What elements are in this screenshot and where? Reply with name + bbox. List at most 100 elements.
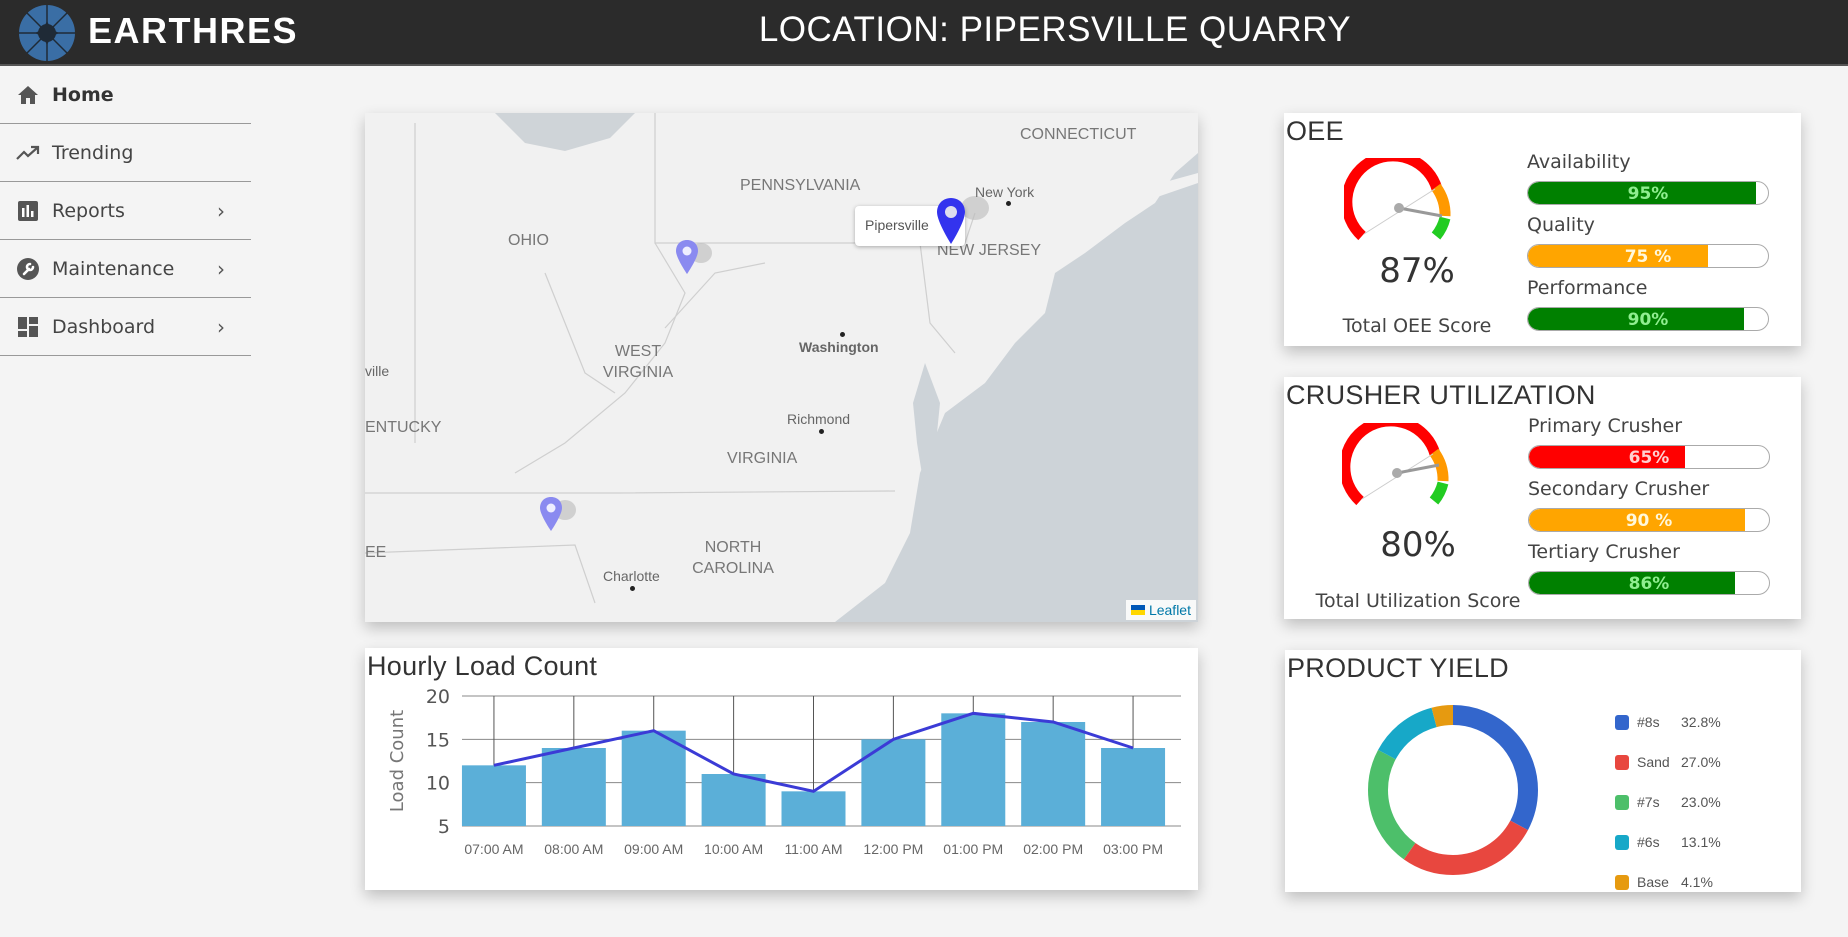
legend-pct: 27.0%: [1681, 754, 1721, 770]
legend-name: #8s: [1637, 714, 1660, 730]
sidebar-item-trending[interactable]: Trending: [0, 124, 251, 182]
svg-text:5: 5: [438, 816, 450, 838]
legend-item: #6s 13.1%: [1615, 822, 1721, 862]
oee-panel: OEE 87% Total OEE Score Availability 95%…: [1284, 113, 1801, 346]
chart-title: Hourly Load Count: [367, 651, 598, 681]
sidebar-item-label: Trending: [52, 141, 134, 164]
svg-text:10: 10: [426, 773, 450, 795]
location-map[interactable]: CONNECTICUT PENNSYLVANIA OHIO NEW JERSEY…: [365, 113, 1198, 622]
progress-text: 86%: [1628, 574, 1670, 594]
progress-text: 90 %: [1625, 511, 1673, 531]
page-title: LOCATION: PIPERSVILLE QUARRY: [758, 10, 1352, 49]
product-yield-panel: PRODUCT YIELD #8s 32.8% Sand 27.0% #7s 23.0…: [1285, 650, 1801, 892]
sidebar-item-label: Home: [52, 83, 114, 106]
svg-text:12:00 PM: 12:00 PM: [863, 841, 923, 857]
svg-text:10:00 AM: 10:00 AM: [704, 841, 763, 857]
map-marker-pipersville-icon[interactable]: [936, 197, 966, 245]
availability-label: Availability: [1527, 151, 1631, 173]
sidebar-item-maintenance[interactable]: Maintenance ›: [0, 240, 251, 298]
legend-pct: 23.0%: [1681, 794, 1721, 810]
oee-score-value: 87%: [1379, 251, 1455, 291]
trending-icon: [16, 141, 40, 165]
map-label-north-carolina: NORTH CAROLINA: [692, 539, 774, 577]
yield-legend: #8s 32.8% Sand 27.0% #7s 23.0% #6s 13.1% Bas…: [1615, 702, 1721, 902]
map-city-partial: ville: [365, 363, 390, 379]
map-label-virginia: VIRGINIA: [727, 450, 798, 467]
map-marker-icon[interactable]: [539, 496, 563, 532]
svg-text:11:00 AM: 11:00 AM: [784, 841, 842, 857]
map-label-west-virginia: WEST VIRGINIA: [602, 343, 674, 381]
sidebar-item-label: Dashboard: [52, 315, 156, 338]
svg-text:01:00 PM: 01:00 PM: [943, 841, 1003, 857]
legend-swatch: [1615, 714, 1629, 730]
map-city-washington: Washington: [799, 339, 879, 355]
oee-title: OEE: [1286, 116, 1344, 146]
legend-item: #8s 32.8%: [1615, 702, 1721, 742]
map-marker-icon[interactable]: [675, 239, 699, 275]
svg-text:03:00 PM: 03:00 PM: [1103, 841, 1163, 857]
map-label-pennsylvania: PENNSYLVANIA: [740, 177, 861, 194]
sidebar-item-dashboard[interactable]: Dashboard ›: [0, 298, 251, 356]
chevron-right-icon: ›: [217, 257, 225, 281]
crusher-gauge-icon: [1342, 423, 1449, 506]
svg-text:Load Count: Load Count: [387, 710, 408, 812]
legend-item: Sand 27.0%: [1615, 742, 1721, 782]
legend-name: #6s: [1637, 834, 1660, 850]
secondary-crusher-progress-bar: 90 %: [1528, 508, 1770, 532]
legend-item: Base 4.1%: [1615, 862, 1721, 902]
crusher-utilization-panel: CRUSHER UTILIZATION 80% Total Utilizatio…: [1284, 377, 1801, 619]
crusher-title: CRUSHER UTILIZATION: [1286, 380, 1596, 410]
map-label-new-jersey: NEW JERSEY: [937, 242, 1042, 259]
crusher-score-value: 80%: [1380, 525, 1456, 565]
progress-fill: [1529, 446, 1685, 468]
primary-crusher-progress-bar: 65%: [1528, 445, 1770, 469]
legend-item: #7s 23.0%: [1615, 782, 1721, 822]
map-city-dot: [1006, 201, 1011, 206]
progress-text: 65%: [1628, 448, 1670, 468]
hourly-load-bar-chart: 5 10 15 20 07:00 AM 08:00 AM 09:00 AM 10:00 AM 1…: [387, 686, 1181, 857]
legend-pct: 32.8%: [1681, 714, 1721, 730]
progress-fill: [1528, 245, 1708, 267]
availability-progress-bar: 95%: [1527, 181, 1769, 205]
top-bar: EARTHRES LOCATION: PIPERSVILLE QUARRY: [0, 0, 1848, 66]
oee-gauge-icon: [1344, 158, 1451, 241]
map-city-richmond: Richmond: [787, 411, 851, 427]
ukraine-flag-icon: [1130, 605, 1145, 615]
svg-text:20: 20: [426, 686, 450, 708]
svg-text:15: 15: [426, 729, 450, 751]
sidebar: Home Trending Reports › Maintenance › Da…: [0, 66, 251, 937]
sidebar-item-home[interactable]: Home: [0, 66, 251, 124]
legend-swatch: [1615, 754, 1629, 770]
chevron-right-icon: ›: [217, 315, 225, 339]
attribution-text: Leaflet: [1148, 602, 1191, 618]
wrench-icon: [16, 257, 40, 281]
progress-fill: [1529, 509, 1745, 531]
svg-text:07:00 AM: 07:00 AM: [464, 841, 523, 857]
map-city-dot: [840, 332, 845, 337]
svg-text:02:00 PM: 02:00 PM: [1023, 841, 1083, 857]
progress-fill: [1528, 308, 1744, 330]
map-city-new-york: New York: [975, 184, 1035, 200]
performance-progress-bar: 90%: [1527, 307, 1769, 331]
map-label-connecticut: CONNECTICUT: [1020, 126, 1137, 143]
sidebar-item-reports[interactable]: Reports ›: [0, 182, 251, 240]
map-label-tennessee: EE: [365, 544, 387, 561]
tertiary-crusher-label: Tertiary Crusher: [1528, 541, 1680, 563]
chevron-right-icon: ›: [217, 199, 225, 223]
map-label-kentucky: ENTUCKY: [365, 419, 442, 436]
progress-fill: [1528, 182, 1756, 204]
legend-pct: 4.1%: [1681, 874, 1713, 890]
sidebar-item-label: Maintenance: [52, 257, 175, 280]
quality-progress-bar: 75 %: [1527, 244, 1769, 268]
leaflet-attribution-link[interactable]: Leaflet: [1125, 600, 1196, 620]
legend-name: Sand: [1637, 754, 1670, 770]
legend-swatch: [1615, 794, 1629, 810]
crusher-score-label: Total Utilization Score: [1315, 590, 1521, 612]
legend-swatch: [1615, 834, 1629, 850]
yield-title: PRODUCT YIELD: [1287, 653, 1509, 683]
secondary-crusher-label: Secondary Crusher: [1528, 478, 1710, 500]
legend-pct: 13.1%: [1681, 834, 1721, 850]
svg-text:08:00 AM: 08:00 AM: [544, 841, 603, 857]
earthres-logo-icon: [19, 5, 75, 61]
progress-text: 90%: [1627, 310, 1669, 330]
